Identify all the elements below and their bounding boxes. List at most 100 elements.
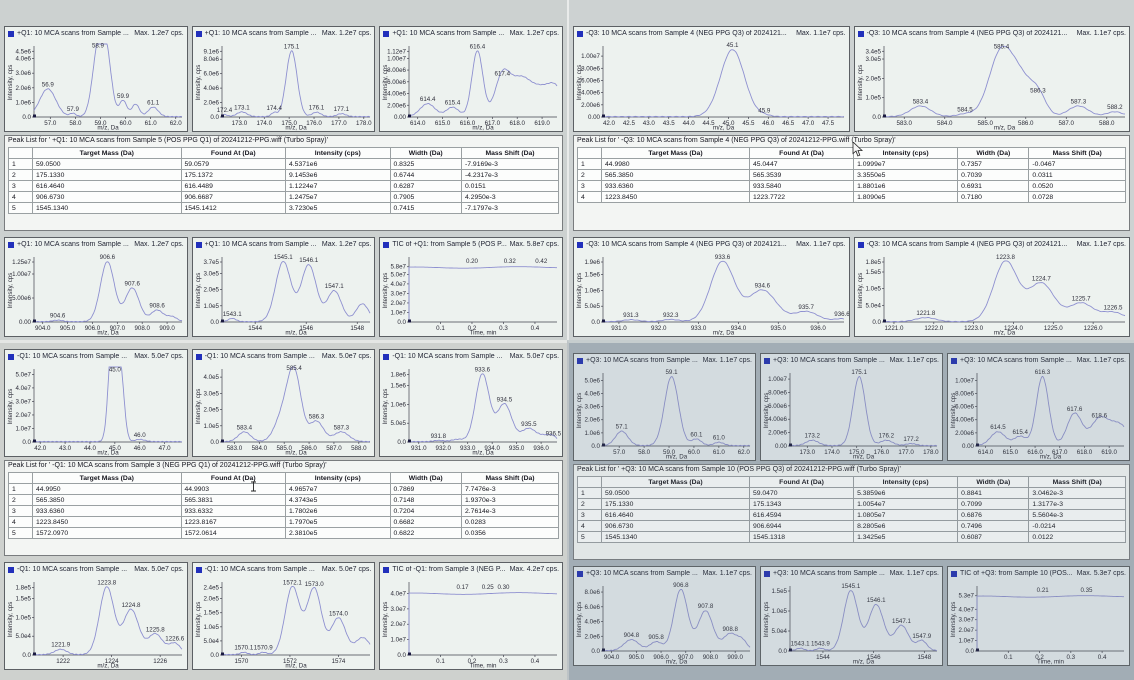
tic-trace: [976, 595, 1124, 651]
peak-list-table[interactable]: Target Mass (Da) Found At (Da) Intensity (…: [577, 147, 1126, 203]
peak-label: 173.1: [234, 104, 250, 111]
plot-area[interactable]: 3.7e5 3.0e5 2.0e5 1.0e5 0.0 1544 1546 1548 m/z, …: [193, 250, 375, 336]
plot-area[interactable]: 1.8e5 1.5e5 1.0e5 5.0e4 0.0 1221.0 1222.0 1223.…: [855, 250, 1130, 336]
y-tick-label: 4.00e6: [955, 417, 974, 424]
peak-cell: 59.0579: [180, 158, 286, 170]
tic-annotation: 0.30: [498, 584, 511, 591]
peak-cell: 0.0520: [1028, 180, 1126, 192]
panel-max-label: Max. 1.1e7 cps.: [1076, 30, 1126, 37]
x-tick-label: 614.0: [978, 449, 994, 456]
peak-list-table[interactable]: Target Mass (Da) Found At (Da) Intensity (…: [8, 147, 559, 214]
peak-list-table[interactable]: Target Mass (Da) Found At (Da) Intensity (…: [8, 472, 559, 539]
legend-swatch-icon: [8, 566, 14, 573]
x-tick-label: 44.0: [84, 445, 97, 452]
peak-row[interactable]: 5 1572.0970 1572.0614 2.3810e5 0.6822 0.0356: [8, 527, 559, 539]
peak-cell: 1.7802e6: [285, 505, 391, 517]
plot-area[interactable]: 1.00e7 8.00e6 6.00e6 4.00e6 2.00e6 0.00 614.0 6…: [948, 366, 1129, 460]
plot-area[interactable]: 1.8e5 1.5e5 1.0e5 5.0e4 0.0 1222 1224 1226 m/z, …: [5, 575, 187, 669]
panel-header: +Q3: 10 MCA scans from Sample ... Max. 1.…: [948, 354, 1129, 366]
peak-row-number: 1: [8, 158, 33, 170]
peak-row[interactable]: 2 175.1330 175.1372 9.1453e6 0.6744 -4.2317e-…: [8, 169, 559, 181]
plot-area[interactable]: 1.25e7 1.00e7 5.00e6 0.00 904.0 905.0 906.0 907…: [5, 250, 187, 336]
peak-label: 175.1: [284, 43, 300, 50]
x-tick-label: 177.0: [331, 120, 347, 127]
peak-row-number: 3: [577, 509, 602, 521]
y-tick-label: 1.00e7: [768, 376, 787, 383]
x-tick-label: 907.0: [678, 654, 694, 661]
y-tick-label: 1.8e5: [865, 259, 881, 266]
peak-row[interactable]: 2 175.1330 175.1343 1.0054e7 0.7099 1.3177e-3: [577, 498, 1126, 510]
trace-start-marker: [602, 114, 605, 118]
peak-row[interactable]: 1 44.9950 44.9903 4.9657e7 0.7869 7.7476e-3: [8, 483, 559, 495]
x-tick-label: 936.0: [534, 445, 550, 452]
peak-row[interactable]: 1 59.0500 59.0579 4.5371e6 0.8325 -7.9169e-3: [8, 158, 559, 170]
plot-area[interactable]: 1.12e7 1.00e7 8.00e6 6.00e6 4.00e6 2.00e6 0.00…: [380, 39, 562, 131]
peak-label: 1221.9: [51, 642, 70, 649]
peak-label: 907.8: [698, 603, 714, 610]
plot-area[interactable]: 1.00e7 8.00e6 6.00e6 4.00e6 2.00e6 0.00 42.0 42…: [574, 39, 849, 131]
x-tick-label: 932.0: [436, 445, 452, 452]
y-tick-label: 2.0e5: [203, 407, 219, 414]
peak-cell: 0.7357: [957, 158, 1030, 170]
peak-row[interactable]: 4 1223.8450 1223.7722 1.8090e5 0.7180 0.0728: [577, 191, 1126, 203]
x-tick-label: 587.0: [326, 445, 342, 452]
peak-row[interactable]: 2 565.3850 565.3831 4.3743e5 0.7148 1.9370e-3: [8, 494, 559, 506]
peak-list-table[interactable]: Target Mass (Da) Found At (Da) Intensity (…: [577, 476, 1126, 543]
plot-area[interactable]: 5.0e6 4.0e6 3.0e6 2.0e6 1.0e6 0.0 57.0 58.0 59.0…: [574, 366, 755, 460]
peak-row[interactable]: 3 933.6360 933.6332 1.7802e6 0.7204 2.7614e-3: [8, 505, 559, 517]
plot-svg: 5.0e6 4.0e6 3.0e6 2.0e6 1.0e6 0.0 57.0 58.0 59.0…: [576, 369, 750, 460]
peak-row[interactable]: 2 565.3850 565.3539 3.3550e5 0.7039 0.0311: [577, 169, 1126, 181]
peak-row[interactable]: 4 1223.8450 1223.8167 1.7970e5 0.6682 0.0283: [8, 516, 559, 528]
plot-area[interactable]: 2.4e5 2.0e5 1.5e5 1.0e5 5.0e4 0.0 1570 1572 1574…: [193, 575, 375, 669]
plot-area[interactable]: 5.3e7 4.0e7 3.0e7 2.0e7 1.0e7 0.0 0.1 0.2 0.3 0.4…: [948, 579, 1129, 665]
peak-label: 61.0: [713, 435, 726, 442]
y-tick-label: 4.00e6: [387, 91, 406, 98]
peak-row[interactable]: 3 933.6360 933.5840 1.8801e6 0.6931 0.0520: [577, 180, 1126, 192]
spectrum-panel: +Q1: 10 MCA scans from Sample ... Max. 1.…: [4, 26, 188, 132]
spectrum-trace: [790, 376, 938, 447]
peak-row[interactable]: 4 906.6730 906.6944 8.2805e6 0.7496 -0.0214: [577, 520, 1126, 532]
panel-max-label: Max. 1.1e7 cps.: [796, 241, 846, 248]
x-tick-label: 43.0: [59, 445, 72, 452]
peak-row[interactable]: 1 59.0500 59.0470 5.3859e6 0.8841 3.0462e-3: [577, 487, 1126, 499]
plot-area[interactable]: 1.8e6 1.5e6 1.0e6 5.0e5 0.0 931.0 932.0 933.0 93…: [380, 362, 562, 456]
plot-area[interactable]: 1.9e6 1.5e6 1.0e6 5.0e5 0.0 931.0 932.0 933.0 93…: [574, 250, 849, 336]
plot-area[interactable]: 4.0e7 3.0e7 2.0e7 1.0e7 0.0 0.1 0.2 0.3 0.4 Time,…: [380, 575, 562, 669]
plot-area[interactable]: 9.1e6 8.0e6 6.0e6 4.0e6 2.0e6 0.0 173.0 174.0 17…: [193, 39, 375, 131]
peak-label: 933.6: [475, 366, 491, 373]
x-tick-label: 907.0: [110, 325, 126, 332]
peak-cell: 0.7099: [957, 498, 1030, 510]
peak-cell: 0.7204: [389, 505, 462, 517]
plot-area[interactable]: 1.5e5 1.0e5 5.0e4 0.0 1544 1546 1548 m/z, Da Int…: [761, 579, 942, 665]
x-axis-label: m/z, Da: [97, 330, 119, 337]
x-tick-label: 175.0: [281, 120, 297, 127]
legend-swatch-icon: [8, 241, 14, 248]
plot-area[interactable]: 5.8e7 5.0e7 4.0e7 3.0e7 2.0e7 1.0e7 0.0 0.1 0.2 0…: [380, 250, 562, 336]
spectrum-panel: +Q1: 10 MCA scans from Sample ... Max. 1.…: [4, 237, 188, 337]
panel-max-label: Max. 1.1e7 cps.: [889, 570, 939, 577]
y-tick-label: 1.0e7: [959, 638, 975, 645]
tic-annotation: 0.21: [1037, 587, 1050, 594]
panel-title: TIC of +Q1: from Sample 5 (POS P...: [392, 241, 507, 248]
plot-area[interactable]: 4.5e6 4.0e6 3.0e6 2.0e6 1.0e6 0.0 57.0 58.0 59.0…: [5, 39, 187, 131]
y-tick-label: 5.0e7: [391, 271, 407, 278]
peak-list: Peak List for ' -Q1: 10 MCA scans from S…: [4, 460, 563, 556]
peak-row[interactable]: 4 906.6730 906.6687 1.2475e7 0.7905 4.2950e-3: [8, 191, 559, 203]
peak-row[interactable]: 5 1545.1340 1545.1318 1.3425e5 0.6087 0.0122: [577, 531, 1126, 543]
peak-row[interactable]: 3 616.4640 616.4489 1.1224e7 0.6287 0.0151: [8, 180, 559, 192]
plot-area[interactable]: 3.4e5 3.0e5 2.0e5 1.0e5 0.0 583.0 584.0 585.0 58…: [855, 39, 1130, 131]
peak-label: 1221.8: [916, 310, 935, 317]
peak-row[interactable]: 5 1545.1340 1545.1412 3.7230e5 0.7415 -7.1797…: [8, 202, 559, 214]
y-tick-label: 4.5e6: [16, 48, 32, 55]
plot-area[interactable]: 8.0e6 6.0e6 4.0e6 2.0e6 0.0 904.0 905.0 906.0 90…: [574, 579, 755, 665]
peak-row[interactable]: 3 616.4640 616.4594 1.0805e7 0.6876 5.5604e-3: [577, 509, 1126, 521]
peak-row[interactable]: 1 44.9980 45.0447 1.0999e7 0.7357 -0.0467: [577, 158, 1126, 170]
x-tick-label: 0.4: [531, 325, 540, 332]
x-axis-label: m/z, Da: [853, 659, 875, 666]
panel-max-label: Max. 1.1e7 cps.: [1076, 357, 1126, 364]
x-tick-label: 58.0: [69, 120, 82, 127]
peak-label: 61.1: [147, 100, 160, 107]
plot-area[interactable]: 4.0e5 3.0e5 2.0e5 1.0e5 0.0 583.0 584.0 585.0 58…: [193, 362, 375, 456]
plot-area[interactable]: 1.00e7 8.00e6 6.00e6 4.00e6 2.00e6 0.00 173.0 1…: [761, 366, 942, 460]
plot-area[interactable]: 5.0e7 4.0e7 3.0e7 2.0e7 1.0e7 0.0 42.0 43.0 44.0…: [5, 362, 187, 456]
